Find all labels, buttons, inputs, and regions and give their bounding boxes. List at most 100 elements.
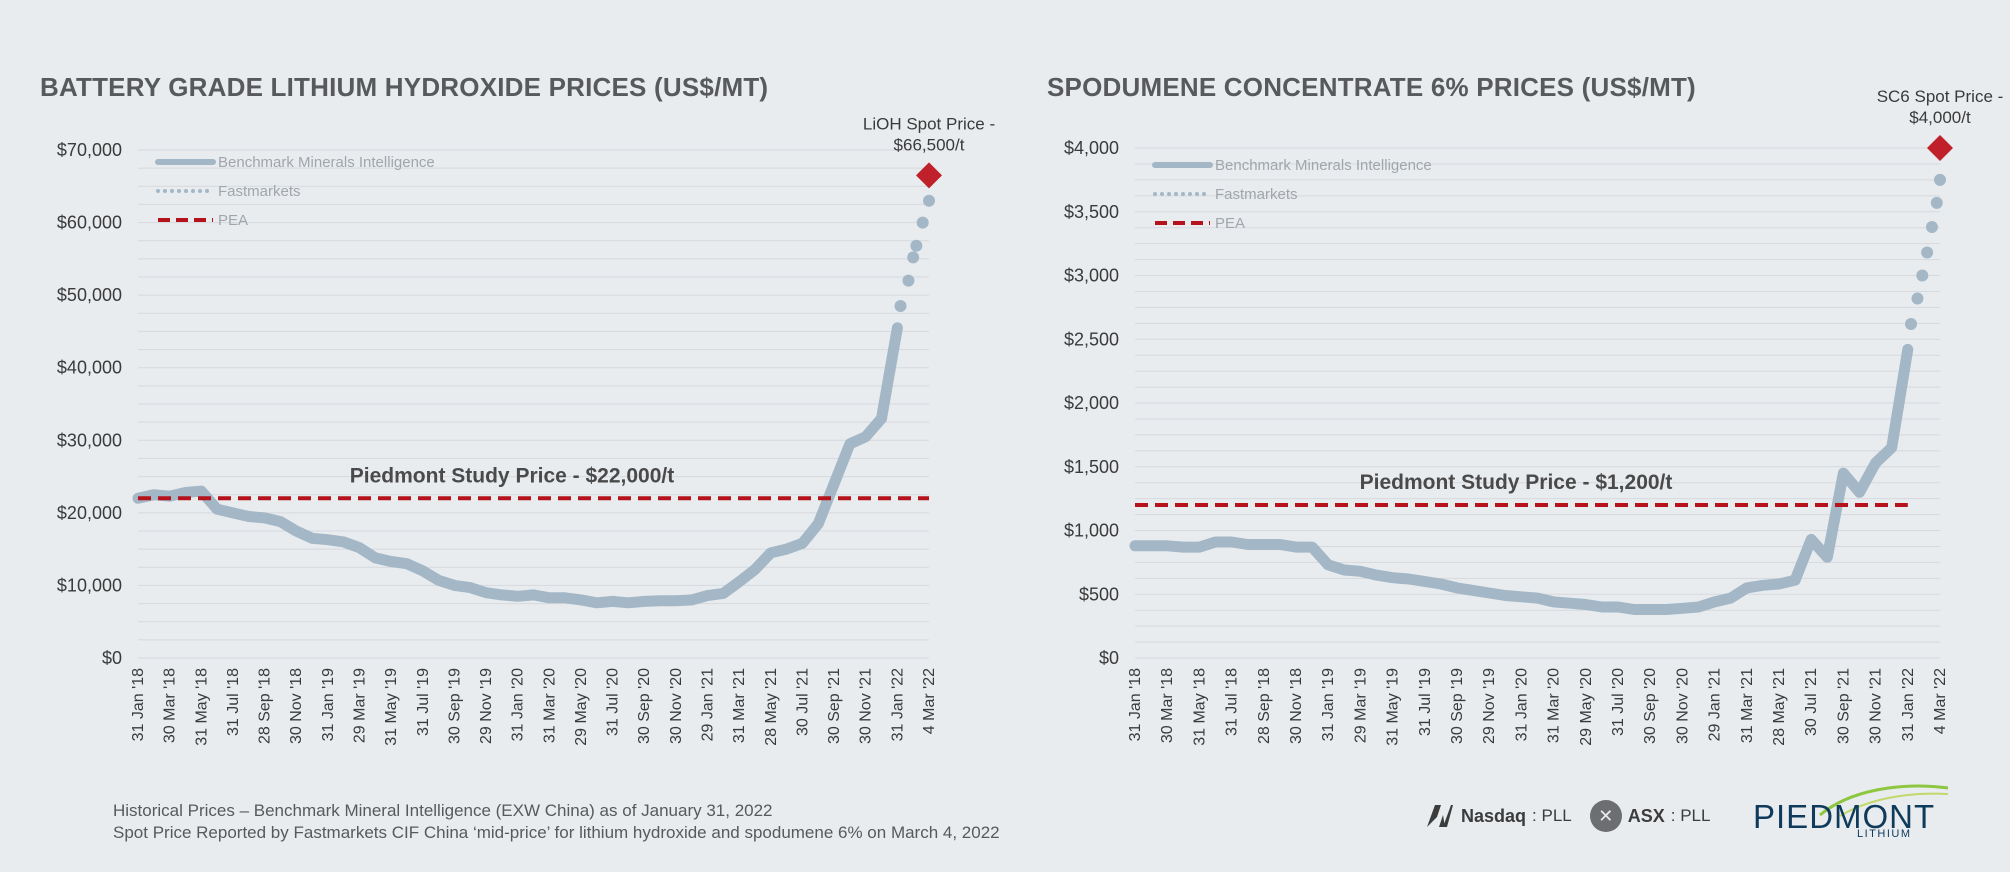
y-tick-label: $2,000 xyxy=(1064,393,1119,413)
fastmarkets-point xyxy=(1916,269,1929,282)
nasdaq-icon xyxy=(1427,805,1453,827)
fastmarkets-point xyxy=(923,194,935,207)
chart-title-lithium-hydroxide: BATTERY GRADE LITHIUM HYDROXIDE PRICES (… xyxy=(40,72,769,102)
x-tick-label: 31 Jul '19 xyxy=(415,668,432,736)
x-tick-label: 30 Sep '21 xyxy=(826,668,843,744)
y-tick-label: $3,500 xyxy=(1064,202,1119,222)
x-tick-label: 30 Sep '20 xyxy=(1642,668,1659,744)
y-tick-label: $1,000 xyxy=(1064,521,1119,541)
study-price-label: Piedmont Study Price - $1,200/t xyxy=(1360,471,1673,494)
x-tick-label: 30 Nov '20 xyxy=(1674,668,1691,744)
logo-subtitle: LITHIUM xyxy=(1857,828,1912,840)
benchmark-line xyxy=(1129,343,1914,615)
study-price-label: Piedmont Study Price - $22,000/t xyxy=(350,464,674,487)
nasdaq-symbol: : PLL xyxy=(1532,806,1572,825)
x-tick-label: 31 Jan '18 xyxy=(130,668,147,741)
footnote-spot: Spot Price Reported by Fastmarkets CIF C… xyxy=(113,823,1000,842)
x-tick-label: 31 Mar '21 xyxy=(731,668,748,743)
legend-label: PEA xyxy=(218,212,248,229)
y-tick-label: $0 xyxy=(102,648,122,668)
x-tick-label: 31 Jul '18 xyxy=(225,668,242,736)
x-tick-label: 29 Mar '19 xyxy=(351,668,368,743)
fastmarkets-point xyxy=(1925,221,1938,234)
y-tick-label: $20,000 xyxy=(57,503,122,523)
x-tick-label: 29 May '20 xyxy=(1578,668,1595,746)
y-tick-label: $500 xyxy=(1079,584,1119,604)
x-tick-label: 28 Sep '18 xyxy=(257,668,274,744)
gridlines xyxy=(1135,147,1940,659)
x-tick-label: 31 Jan '20 xyxy=(510,668,527,741)
asx-label: ASX xyxy=(1627,805,1665,826)
stock-tickers: Nasdaq : PLL ✕ ASX : PLL xyxy=(1425,800,1710,832)
x-tick-label: 29 Nov '19 xyxy=(478,668,495,744)
y-tick-label: $2,500 xyxy=(1064,329,1119,349)
x-tick-label: 30 Sep '21 xyxy=(1835,668,1852,744)
x-tick-label: 30 Nov '21 xyxy=(1868,668,1885,744)
x-tick-label: 28 May '21 xyxy=(1771,668,1788,746)
nasdaq-ticker: Nasdaq : PLL xyxy=(1425,803,1572,829)
x-tick-label: 31 Jul '18 xyxy=(1224,668,1241,736)
y-tick-label: $30,000 xyxy=(57,430,122,450)
x-tick-label: 31 Jul '20 xyxy=(1610,668,1627,736)
chart-title-spodumene: SPODUMENE CONCENTRATE 6% PRICES (US$/MT) xyxy=(1047,72,1696,102)
legend-label: Benchmark Minerals Intelligence xyxy=(218,154,435,171)
spot-price-marker xyxy=(1927,135,1953,161)
x-tick-label: 29 Jan '21 xyxy=(700,668,717,741)
x-tick-label: 30 Sep '19 xyxy=(1449,668,1466,744)
x-tick-label: 31 May '18 xyxy=(193,668,210,746)
x-tick-label: 4 Mar '22 xyxy=(921,668,938,734)
fastmarkets-point xyxy=(910,239,923,252)
x-tick-label: 4 Mar '22 xyxy=(1932,668,1949,734)
y-tick-label: $3,000 xyxy=(1064,266,1119,286)
x-tick-label: 31 May '19 xyxy=(1385,668,1402,746)
fastmarkets-point xyxy=(907,251,920,264)
fastmarkets-point xyxy=(894,300,907,313)
spot-price-label: LiOH Spot Price - xyxy=(863,114,995,133)
x-tick-label: 31 Mar '20 xyxy=(1546,668,1563,743)
spot-price-marker xyxy=(916,162,942,189)
x-tick-label: 29 Nov '19 xyxy=(1481,668,1498,744)
y-tick-label: $4,000 xyxy=(1064,138,1119,158)
footnote-historical: Historical Prices – Benchmark Mineral In… xyxy=(113,801,773,820)
x-tick-label: 30 Sep '20 xyxy=(636,668,653,744)
y-tick-label: $50,000 xyxy=(57,285,122,305)
legend-label: Fastmarkets xyxy=(1215,186,1298,203)
x-tick-label: 30 Jul '21 xyxy=(1803,668,1820,736)
fastmarkets-point xyxy=(1905,317,1918,330)
spodumene-price-chart: $0 $500 $1,000 $1,500 $2,000 $2,500 $3,000 $3,5… xyxy=(1064,87,2003,746)
lithium-hydroxide-price-chart: $0 $10,000 $20,000 $30,000 $40,000 $50,000 $60… xyxy=(57,114,995,746)
asx-symbol: : PLL xyxy=(1670,806,1711,825)
benchmark-line xyxy=(132,322,903,609)
fastmarkets-point xyxy=(1911,292,1924,305)
x-tick-label: 30 Nov '21 xyxy=(858,668,875,744)
x-tick-label: 30 Mar '18 xyxy=(1159,668,1176,743)
x-tick-label: 30 Nov '18 xyxy=(1288,668,1305,744)
legend-label: Fastmarkets xyxy=(218,183,301,200)
y-tick-label: $1,500 xyxy=(1064,457,1119,477)
fastmarkets-point xyxy=(902,274,915,287)
spot-price-value: $4,000/t xyxy=(1909,108,1971,127)
logo-swoosh-icon xyxy=(1819,784,1949,817)
x-tick-label: 30 Nov '18 xyxy=(288,668,305,744)
y-tick-label: $70,000 xyxy=(57,140,122,160)
x-tick-label: 28 Sep '18 xyxy=(1256,668,1273,744)
y-tick-label: $60,000 xyxy=(57,213,122,233)
piedmont-lithium-logo: PIEDMONT LITHIUM xyxy=(1750,780,1950,840)
x-tick-label: 31 Jan '19 xyxy=(1320,668,1337,741)
legend: Benchmark Minerals Intelligence Fastmarke… xyxy=(1152,157,1432,232)
y-tick-label: $0 xyxy=(1099,648,1119,668)
x-tick-label: 30 Sep '19 xyxy=(446,668,463,744)
fastmarkets-point xyxy=(1934,173,1946,186)
x-tick-label: 29 May '20 xyxy=(573,668,590,746)
y-tick-label: $10,000 xyxy=(57,575,122,595)
y-tick-label: $40,000 xyxy=(57,358,122,378)
legend-label: PEA xyxy=(1215,215,1245,232)
fastmarkets-point xyxy=(1930,196,1943,209)
x-tick-label: 31 Jan '20 xyxy=(1513,668,1530,741)
x-tick-label: 29 Mar '19 xyxy=(1352,668,1369,743)
x-tick-label: 29 Jan '21 xyxy=(1707,668,1724,741)
x-tick-label: 28 May '21 xyxy=(763,668,780,746)
x-tick-label: 31 Jan '22 xyxy=(1900,668,1917,741)
x-tick-label: 31 Jul '19 xyxy=(1417,668,1434,736)
fastmarkets-point xyxy=(916,216,929,229)
